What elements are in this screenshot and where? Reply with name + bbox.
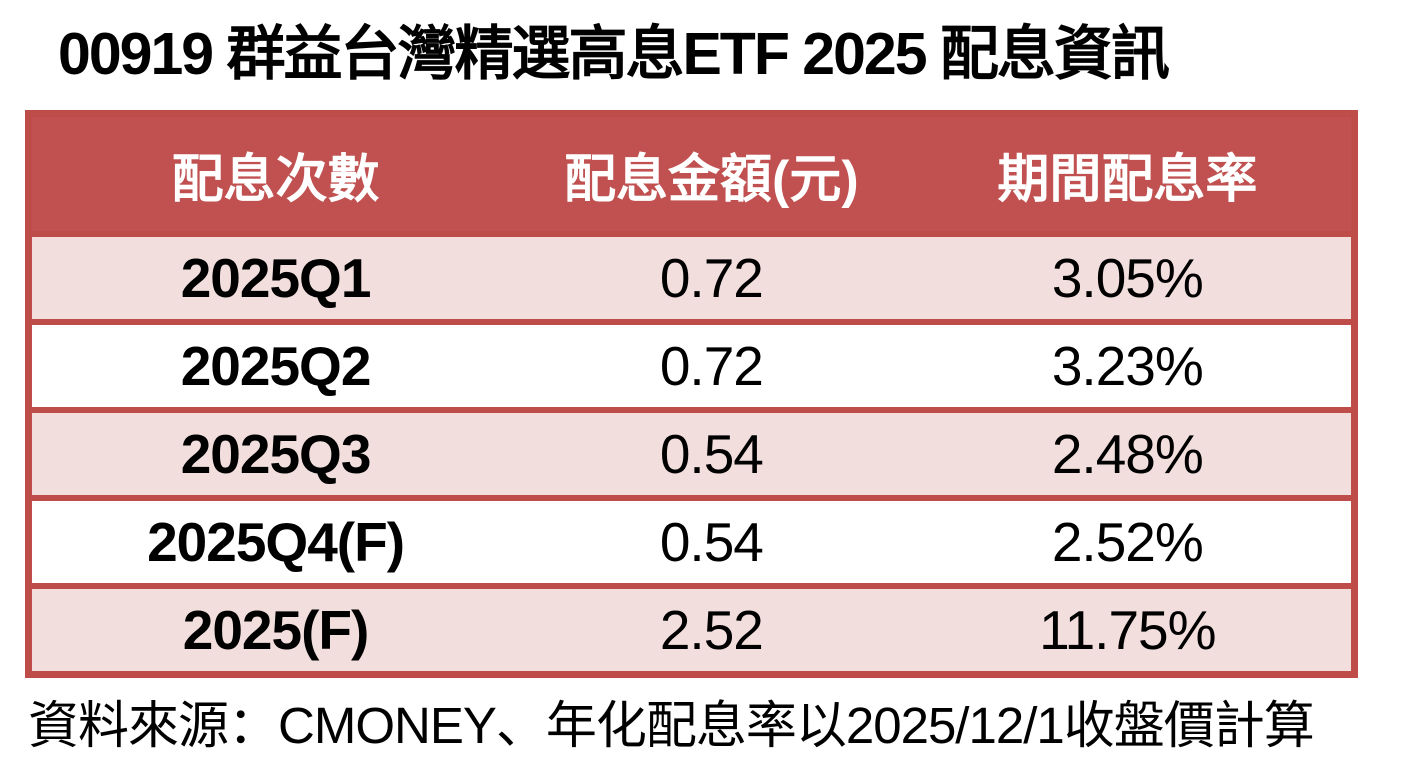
cell-amount: 0.72	[519, 231, 904, 325]
dividend-table: 配息次數 配息金額(元) 期間配息率 2025Q1 0.72 3.05% 202…	[25, 110, 1358, 678]
header-amount: 配息金額(元)	[519, 110, 904, 237]
cell-yield: 3.23%	[903, 319, 1355, 413]
dividend-table-container: 配息次數 配息金額(元) 期間配息率 2025Q1 0.72 3.05% 202…	[25, 110, 1358, 678]
cell-period: 2025Q4(F)	[28, 495, 520, 589]
cell-yield: 2.52%	[903, 495, 1355, 589]
cell-period: 2025Q2	[28, 319, 520, 413]
header-yield: 期間配息率	[903, 110, 1355, 237]
table-row: 2025Q4(F) 0.54 2.52%	[28, 495, 1355, 589]
cell-yield: 3.05%	[903, 231, 1355, 325]
cell-yield: 2.48%	[903, 407, 1355, 501]
table-row: 2025Q1 0.72 3.05%	[28, 231, 1355, 325]
cell-amount: 0.72	[519, 319, 904, 413]
table-row: 2025Q2 0.72 3.23%	[28, 319, 1355, 413]
page-title: 00919 群益台灣精選高息ETF 2025 配息資訊	[58, 21, 1170, 87]
cell-yield: 11.75%	[903, 583, 1355, 678]
cell-amount: 2.52	[519, 583, 904, 678]
cell-period: 2025Q1	[28, 231, 520, 325]
header-period: 配息次數	[28, 110, 520, 237]
table-row: 2025(F) 2.52 11.75%	[28, 583, 1355, 678]
source-note: 資料來源：CMONEY、年化配息率以2025/12/1收盤價計算	[28, 697, 1315, 754]
table-row: 2025Q3 0.54 2.48%	[28, 407, 1355, 501]
table-header-row: 配息次數 配息金額(元) 期間配息率	[28, 110, 1355, 237]
cell-period: 2025(F)	[28, 583, 520, 678]
cell-amount: 0.54	[519, 407, 904, 501]
cell-amount: 0.54	[519, 495, 904, 589]
cell-period: 2025Q3	[28, 407, 520, 501]
